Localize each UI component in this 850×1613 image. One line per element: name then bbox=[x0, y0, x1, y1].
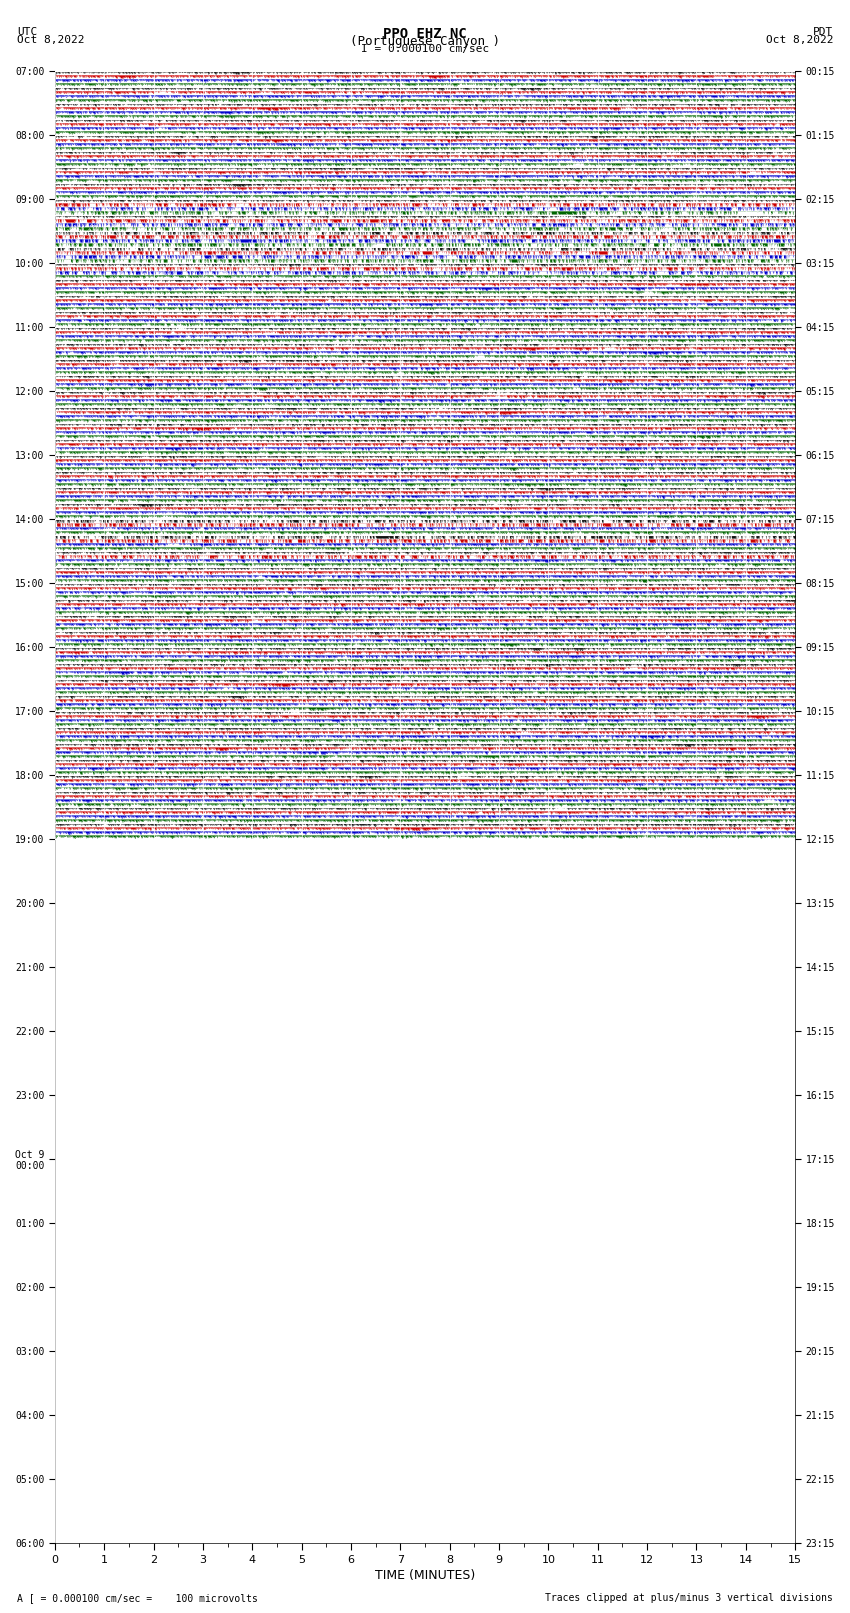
Text: PDT: PDT bbox=[813, 27, 833, 37]
Text: Oct 8,2022: Oct 8,2022 bbox=[17, 35, 84, 45]
Text: PPO EHZ NC: PPO EHZ NC bbox=[383, 27, 467, 42]
Text: Oct 8,2022: Oct 8,2022 bbox=[766, 35, 833, 45]
Text: UTC: UTC bbox=[17, 27, 37, 37]
Text: Traces clipped at plus/minus 3 vertical divisions: Traces clipped at plus/minus 3 vertical … bbox=[545, 1594, 833, 1603]
Text: A [ = 0.000100 cm/sec =    100 microvolts: A [ = 0.000100 cm/sec = 100 microvolts bbox=[17, 1594, 258, 1603]
X-axis label: TIME (MINUTES): TIME (MINUTES) bbox=[375, 1569, 475, 1582]
Text: (Portuguese Canyon ): (Portuguese Canyon ) bbox=[350, 35, 500, 48]
Text: I = 0.000100 cm/sec: I = 0.000100 cm/sec bbox=[361, 44, 489, 53]
